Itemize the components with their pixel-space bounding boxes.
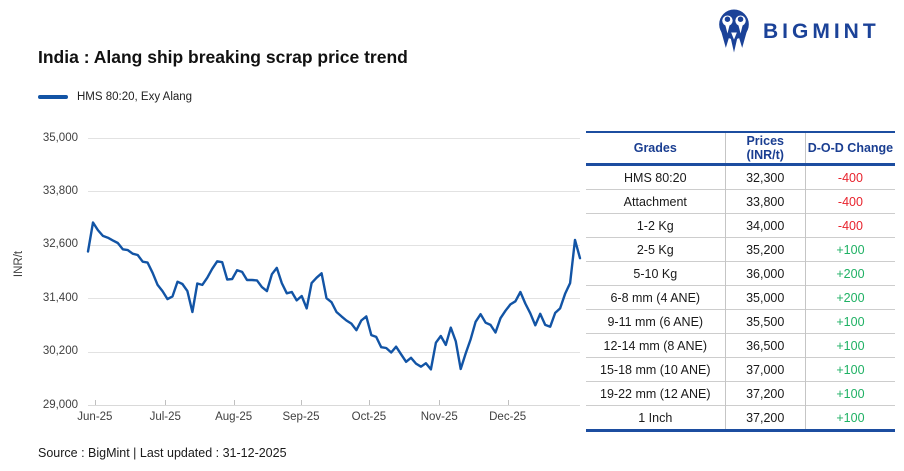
gridline [88, 138, 580, 139]
cell-price: 37,200 [724, 381, 806, 406]
x-tick-mark [233, 400, 235, 405]
cell-price: 37,200 [724, 405, 806, 431]
cell-change: +200 [804, 285, 895, 310]
bigmint-owl-icon [719, 9, 749, 53]
cell-grade: 9-11 mm (6 ANE) [586, 309, 726, 334]
page-title: India : Alang ship breaking scrap price … [38, 47, 408, 67]
table-row: 9-11 mm (6 ANE) 35,500 +100 [586, 309, 895, 334]
bigmint-wordmark: BIGMINT [763, 19, 880, 43]
cell-grade: 19-22 mm (12 ANE) [586, 381, 726, 406]
table-row: HMS 80:20 32,300 -400 [586, 164, 895, 190]
table-row: 2-5 Kg 35,200 +100 [586, 237, 895, 262]
x-tick-mark [165, 400, 167, 405]
cell-change: -400 [804, 164, 895, 190]
cell-price: 33,800 [724, 189, 806, 214]
table-row: Attachment 33,800 -400 [586, 189, 895, 214]
cell-change: +100 [804, 309, 895, 334]
cell-grade: Attachment [586, 189, 726, 214]
y-tick-label: 31,400 [42, 291, 78, 304]
cell-change: +100 [804, 357, 895, 382]
legend-line-swatch [38, 95, 68, 99]
cell-change: +100 [804, 237, 895, 262]
x-tick-label: Oct-25 [351, 411, 387, 423]
legend-label: HMS 80:20, Exy Alang [77, 91, 193, 103]
gridline [88, 244, 580, 246]
cell-price: 35,200 [724, 237, 806, 262]
x-tick-label: Jul-25 [149, 411, 181, 423]
cell-grade: 6-8 mm (4 ANE) [586, 285, 726, 310]
cell-change: +100 [804, 333, 895, 358]
x-tick-label: Dec-25 [489, 411, 527, 423]
bigmint-logo: BIGMINT [714, 9, 880, 54]
cell-price: 34,000 [724, 213, 806, 238]
cell-price: 37,000 [724, 357, 806, 382]
table-header-row: Grades Prices (INR/t) D-O-D Change [586, 132, 895, 166]
cell-price: 36,500 [724, 333, 806, 358]
y-axis-title: INR/t [13, 250, 26, 278]
y-tick-label: 30,200 [42, 345, 78, 358]
cell-grade: 15-18 mm (10 ANE) [586, 357, 726, 382]
price-line-series [86, 221, 582, 371]
table-row: 1-2 Kg 34,000 -400 [586, 213, 895, 238]
cell-grade: 12-14 mm (8 ANE) [586, 333, 726, 358]
x-tick-label: Sep-25 [282, 411, 320, 423]
y-tick-label: 33,800 [42, 184, 78, 197]
y-tick-label: 29,000 [42, 398, 78, 411]
x-tick-mark [94, 400, 96, 405]
cell-change: +200 [804, 261, 895, 286]
table-row: 5-10 Kg 36,000 +200 [586, 261, 895, 286]
gridline [88, 351, 580, 353]
x-tick-label: Nov-25 [420, 411, 458, 423]
header-prices: Prices (INR/t) [724, 132, 806, 166]
table-row: 12-14 mm (8 ANE) 36,500 +100 [586, 333, 895, 358]
cell-change: +100 [804, 381, 895, 406]
cell-grade: 2-5 Kg [586, 237, 726, 262]
price-table: Grades Prices (INR/t) D-O-D Change HMS 8… [586, 131, 895, 432]
x-tick-mark [507, 400, 509, 405]
y-tick-label: 32,600 [42, 238, 78, 251]
header-grades: Grades [586, 132, 726, 166]
cell-change: -400 [804, 189, 895, 214]
source-note: Source : BigMint | Last updated : 31-12-… [38, 446, 287, 460]
cell-price: 36,000 [724, 261, 806, 286]
plot-area [86, 138, 582, 406]
table-row: 6-8 mm (4 ANE) 35,000 +200 [586, 285, 895, 310]
x-tick-mark [301, 400, 303, 405]
chart-legend: HMS 80:20, Exy Alang [38, 91, 192, 103]
cell-grade: 1 Inch [586, 405, 726, 431]
x-tick-label: Aug-25 [215, 411, 253, 423]
y-tick-label: 35,000 [42, 131, 78, 144]
x-tick-label: Jun-25 [77, 411, 113, 423]
gridline [88, 191, 580, 193]
table-row: 1 Inch 37,200 +100 [586, 405, 895, 431]
cell-change: -400 [804, 213, 895, 238]
x-tick-mark [368, 400, 370, 405]
table-row: 19-22 mm (12 ANE) 37,200 +100 [586, 381, 895, 406]
cell-grade: 5-10 Kg [586, 261, 726, 286]
cell-grade: HMS 80:20 [624, 170, 687, 185]
gridline [88, 298, 580, 300]
cell-grade: 1-2 Kg [586, 213, 726, 238]
x-tick-mark [439, 400, 441, 405]
cell-price: 35,000 [724, 285, 806, 310]
cell-change: +100 [804, 405, 895, 431]
header-dod-change: D-O-D Change [804, 132, 895, 166]
cell-price: 32,300 [724, 164, 806, 190]
table-row: 15-18 mm (10 ANE) 37,000 +100 [586, 357, 895, 382]
cell-price: 35,500 [724, 309, 806, 334]
